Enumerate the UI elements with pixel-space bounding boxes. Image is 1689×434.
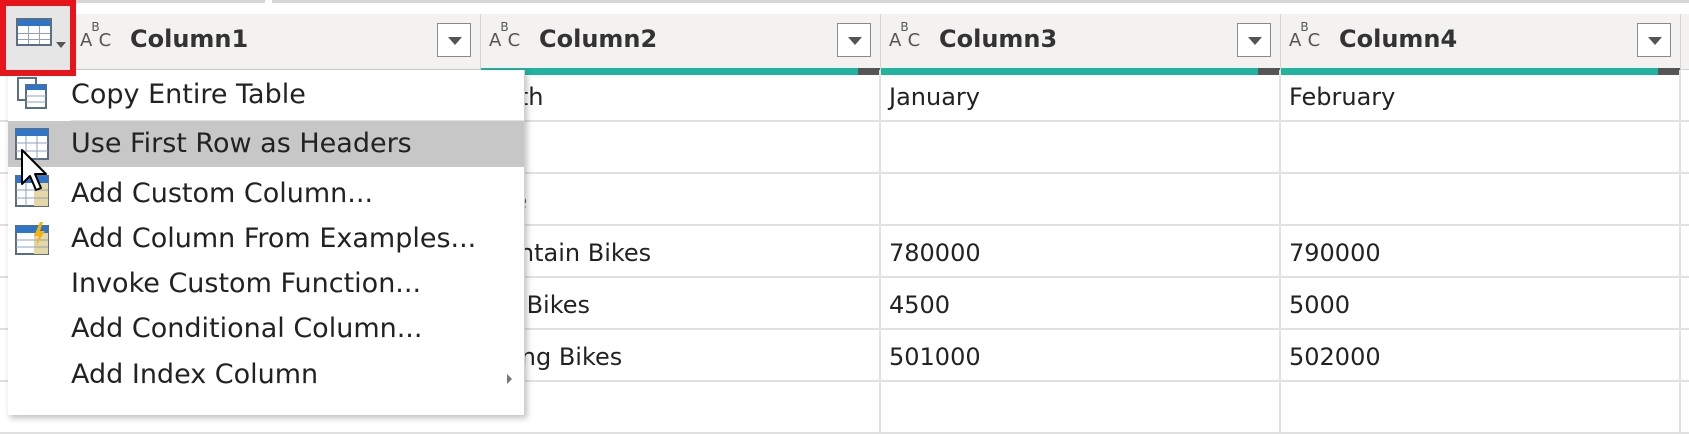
column-quality-bar [481, 68, 880, 75]
chevron-down-icon [56, 42, 66, 48]
table-cell[interactable]: 790000 [1281, 226, 1681, 276]
column-filter-dropdown-button[interactable] [437, 23, 471, 57]
menu-item-add-index-column[interactable]: Add Index Column [8, 354, 524, 404]
column-title[interactable]: Column3 [939, 25, 1058, 53]
table-cell[interactable]: 501000 [881, 330, 1281, 380]
column-header-3[interactable]: ABC Column3 [881, 14, 1281, 75]
menu-item-copy-entire-table[interactable]: Copy Entire Table [8, 70, 524, 120]
table-cell[interactable] [481, 122, 881, 172]
table-cell[interactable]: 4500 [881, 278, 1281, 328]
copy-table-icon [17, 77, 47, 109]
table-context-menu: Copy Entire Table Use First Row as Heade… [8, 70, 525, 415]
column-filter-dropdown-button[interactable] [837, 23, 871, 57]
column-title[interactable]: Column1 [130, 25, 249, 53]
table-cell[interactable]: February [1281, 70, 1681, 120]
column-from-examples-icon [15, 222, 49, 255]
table-cell[interactable] [881, 174, 1281, 224]
table-cell[interactable]: onth [481, 70, 881, 120]
table-cell[interactable] [881, 382, 1281, 432]
menu-item-add-column-from-examples[interactable]: Add Column From Examples... [8, 218, 524, 262]
column-header-row: ABC Column1 ABC Column2 ABC Column3 ABC … [0, 14, 1689, 75]
table-icon [16, 18, 52, 46]
table-cell[interactable] [481, 382, 881, 432]
menu-item-add-conditional-column[interactable]: Add Conditional Column... [8, 308, 524, 354]
column-filter-dropdown-button[interactable] [1237, 23, 1271, 57]
column-title[interactable]: Column2 [539, 25, 658, 53]
table-cell[interactable]: uring Bikes [481, 330, 881, 380]
column-header-2[interactable]: ABC Column2 [481, 14, 881, 75]
menu-item-add-custom-column[interactable]: Add Custom Column... [8, 168, 524, 218]
chevron-right-icon [507, 374, 512, 384]
table-cell[interactable] [1281, 382, 1681, 432]
text-type-icon[interactable]: ABC [80, 20, 111, 51]
text-type-icon[interactable]: ABC [1289, 20, 1320, 51]
column-header-4[interactable]: ABC Column4 [1281, 14, 1681, 75]
table-cell[interactable]: January [881, 70, 1281, 120]
table-cell[interactable]: ad Bikes [481, 278, 881, 328]
table-menu-button[interactable] [0, 0, 76, 76]
table-cell[interactable]: 5000 [1281, 278, 1681, 328]
table-cell[interactable]: ountain Bikes [481, 226, 881, 276]
table-cell[interactable]: 502000 [1281, 330, 1681, 380]
column-quality-bar [1281, 68, 1680, 75]
menu-item-label: Copy Entire Table [71, 79, 306, 110]
text-type-icon[interactable]: ABC [889, 20, 920, 51]
menu-item-label: Add Column From Examples... [71, 223, 477, 254]
table-cell[interactable] [881, 122, 1281, 172]
column-header-1[interactable]: ABC Column1 [72, 14, 481, 69]
column-title[interactable]: Column4 [1339, 25, 1458, 53]
menu-item-label: Add Custom Column... [71, 178, 374, 209]
menu-item-label: Add Conditional Column... [71, 313, 423, 344]
text-type-icon[interactable]: ABC [489, 20, 520, 51]
table-cell[interactable] [1281, 174, 1681, 224]
menu-item-invoke-custom-function[interactable]: Invoke Custom Function... [8, 262, 524, 308]
mouse-cursor-icon [21, 149, 47, 191]
menu-item-label: Invoke Custom Function... [71, 268, 422, 299]
top-strip-segment [0, 0, 265, 3]
menu-item-label: Use First Row as Headers [71, 128, 412, 159]
top-strip-segment [272, 0, 1689, 3]
column-quality-bar [881, 68, 1280, 75]
menu-separator [71, 120, 524, 121]
table-row [0, 122, 1689, 174]
column-filter-dropdown-button[interactable] [1637, 23, 1671, 57]
table-cell[interactable] [1281, 122, 1681, 172]
table-cell[interactable]: me [481, 174, 881, 224]
top-strip [0, 0, 1689, 14]
menu-item-label: Add Index Column [71, 359, 319, 390]
table-cell[interactable]: 780000 [881, 226, 1281, 276]
menu-item-use-first-row-as-headers[interactable]: Use First Row as Headers [8, 121, 524, 167]
table-row: ountain Bikes 780000 790000 [0, 226, 1689, 278]
